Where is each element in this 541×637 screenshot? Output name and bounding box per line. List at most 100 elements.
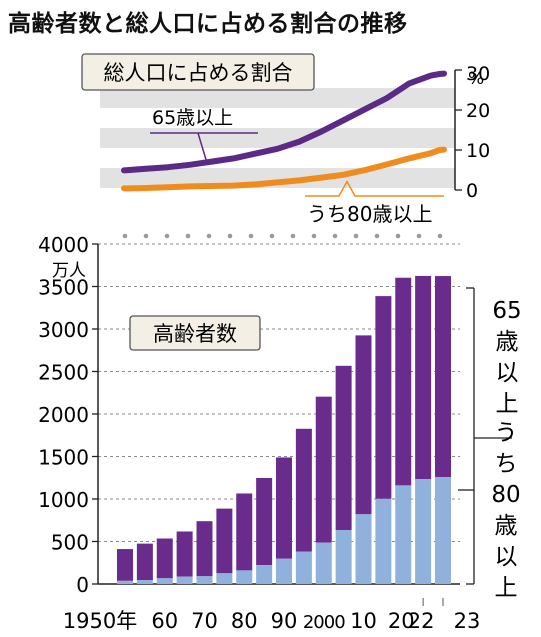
dotted-separator bbox=[122, 233, 443, 239]
bottom-tick-label-2000: 2000 bbox=[38, 403, 89, 427]
grid-band-1 bbox=[100, 128, 455, 148]
bar-65-1980 bbox=[236, 493, 253, 571]
bar-80-1970 bbox=[196, 576, 213, 584]
label-65-pointer bbox=[197, 132, 207, 160]
separator-dot bbox=[122, 233, 128, 239]
label-80-pointer bbox=[305, 180, 444, 197]
top-title-box: 総人口に占める割合 bbox=[81, 53, 315, 91]
bottom-tick-label-3000: 3000 bbox=[38, 318, 89, 342]
top-tick-label-10: 10 bbox=[466, 140, 490, 162]
separator-dot bbox=[185, 233, 191, 239]
separator-dot bbox=[269, 233, 275, 239]
x-label-6: 10 bbox=[350, 609, 377, 633]
top-y-ticks: 30 20 10 0 bbox=[455, 63, 490, 202]
separator-dot bbox=[290, 233, 296, 239]
bottom-title-box-frame bbox=[129, 315, 261, 351]
side65-char-0: 65 bbox=[492, 298, 521, 324]
bar-65-2015 bbox=[375, 296, 392, 499]
bottom-title-box: 高齢者数 bbox=[129, 315, 261, 351]
bar-80-1980 bbox=[236, 570, 253, 584]
bar-80-1995 bbox=[295, 551, 312, 584]
side-label-65-and-over: 65 歳以上 bbox=[492, 298, 521, 417]
separator-dot bbox=[311, 233, 317, 239]
bar-80-1960 bbox=[156, 578, 173, 584]
bar-65-1985 bbox=[256, 478, 273, 566]
separator-dot bbox=[395, 233, 401, 239]
side80-char-3: 歳 bbox=[495, 513, 518, 539]
grid-band-2 bbox=[100, 168, 455, 188]
x-label-2: 70 bbox=[191, 609, 218, 633]
top-title-box-frame bbox=[81, 53, 315, 91]
side-label-80-and-over: うち 80 歳以上 bbox=[491, 420, 520, 601]
bar-65-1975 bbox=[216, 508, 233, 574]
bar-80-2005 bbox=[335, 530, 352, 584]
x-label-8: 22 bbox=[408, 609, 435, 633]
side80-char-5: 上 bbox=[495, 575, 518, 601]
line-80-and-over bbox=[121, 146, 447, 192]
bar-65-2000 bbox=[315, 396, 332, 543]
x-label-7: 20 bbox=[388, 609, 415, 633]
bar-80-1955 bbox=[136, 580, 153, 584]
separator-dot bbox=[437, 233, 443, 239]
bottom-tick-label-1500: 1500 bbox=[38, 446, 89, 470]
side65-char-1: 歳 bbox=[496, 329, 519, 355]
x-label-5: 2000 bbox=[303, 612, 345, 633]
bar-80-2000 bbox=[315, 542, 332, 584]
bar-65-1995 bbox=[295, 428, 312, 552]
separator-dot bbox=[248, 233, 254, 239]
bar-80-1990 bbox=[276, 558, 292, 584]
bar-65-1960 bbox=[156, 538, 173, 579]
elderly-population-bar-chart: 4000 3500 3000 2500 2000 1500 1000 500 0 万人 高齢者数… bbox=[38, 233, 522, 633]
bottom-tick-label-3500: 3500 bbox=[38, 276, 89, 300]
bar-65-2023 bbox=[435, 276, 451, 477]
bottom-title-text: 高齢者数 bbox=[153, 322, 237, 346]
x-label-1: 60 bbox=[151, 609, 178, 633]
separator-dot bbox=[164, 233, 170, 239]
separator-dot bbox=[353, 233, 359, 239]
bar-65-1950 bbox=[117, 549, 133, 581]
bar-80-2022 bbox=[415, 479, 432, 584]
side80-char-2: 80 bbox=[491, 482, 520, 508]
bar-80-1985 bbox=[256, 565, 273, 584]
chart-title: 高齢者数と総人口に占める割合の推移 bbox=[8, 11, 408, 37]
bar-80-2015 bbox=[375, 498, 392, 584]
bar-65-2022 bbox=[415, 275, 432, 480]
separator-dot bbox=[143, 233, 149, 239]
percentage-line-chart: 30 20 10 0 % 総人口に占める割合 65歳以上 うち80歳以上 bbox=[81, 53, 490, 226]
bar-65-2005 bbox=[335, 365, 352, 531]
top-unit-label: % bbox=[468, 69, 484, 89]
bar-65-1965 bbox=[176, 531, 193, 577]
bar-65-2010 bbox=[355, 335, 372, 515]
bottom-tick-label-2500: 2500 bbox=[38, 361, 89, 385]
bar-65-1990 bbox=[276, 457, 292, 559]
label-80-and-over: うち80歳以上 bbox=[307, 202, 432, 226]
x-label-0: 1950年 bbox=[63, 609, 137, 633]
bar-80-1965 bbox=[176, 576, 193, 584]
x-label-9: 23 bbox=[454, 609, 481, 633]
top-tick-label-30: 30 bbox=[466, 63, 490, 85]
side80-char-0: う bbox=[495, 420, 518, 446]
bottom-tick-label-4000: 4000 bbox=[38, 233, 89, 257]
bottom-tick-label-0: 0 bbox=[76, 573, 89, 597]
bar-65-1970 bbox=[196, 521, 213, 577]
bars bbox=[117, 275, 451, 584]
bar-65-2020 bbox=[395, 277, 412, 486]
top-tick-label-20: 20 bbox=[466, 100, 490, 122]
side80-char-1: ち bbox=[495, 451, 518, 477]
bar-80-2010 bbox=[355, 514, 372, 584]
bar-80-1975 bbox=[216, 573, 233, 584]
line-65-and-over bbox=[121, 70, 447, 174]
side80-char-4: 以 bbox=[495, 544, 518, 570]
grid-band-0 bbox=[100, 88, 455, 108]
x-label-4: 90 bbox=[271, 609, 298, 633]
bottom-y-ticks: 4000 3500 3000 2500 2000 1500 1000 500 0 bbox=[38, 233, 98, 597]
top-tick-label-0: 0 bbox=[466, 180, 478, 202]
bar-80-2023 bbox=[435, 476, 451, 584]
separator-dot bbox=[227, 233, 233, 239]
side65-char-2: 以 bbox=[496, 360, 519, 386]
bottom-tick-label-500: 500 bbox=[51, 531, 89, 555]
bottom-unit-label: 万人 bbox=[52, 261, 86, 281]
bar-80-1950 bbox=[117, 580, 133, 584]
